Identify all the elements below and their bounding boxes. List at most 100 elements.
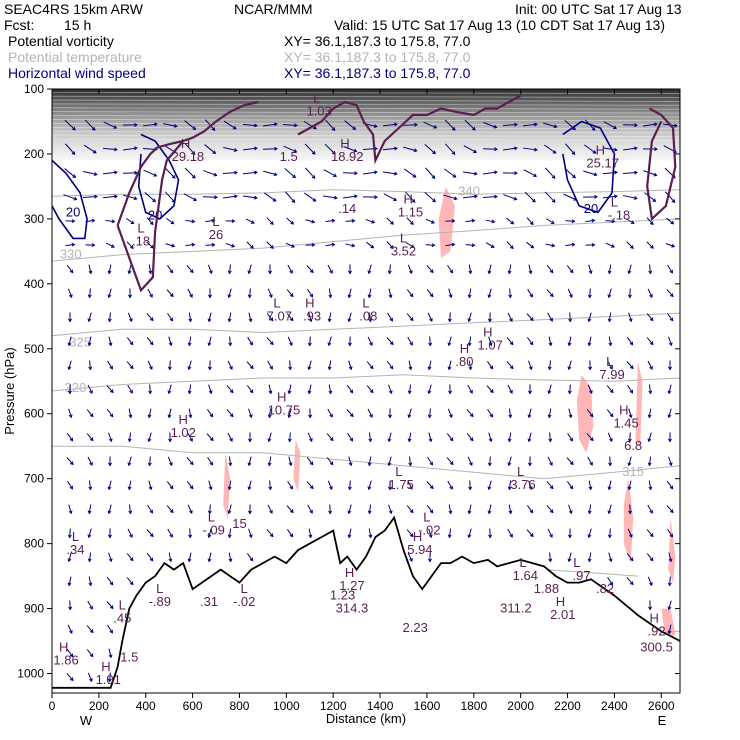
wind-arrow-head bbox=[269, 341, 274, 346]
wind-arrow bbox=[547, 528, 553, 538]
wind-arrow bbox=[625, 218, 635, 224]
wind-arrow bbox=[643, 123, 657, 127]
wind-arrow bbox=[345, 243, 355, 247]
field-annotation: -.18 bbox=[608, 208, 630, 223]
wind-arrow-head bbox=[354, 171, 358, 176]
wind-arrow-head bbox=[451, 151, 456, 155]
wind-arrow bbox=[427, 456, 433, 466]
wind-arrow-head bbox=[649, 294, 653, 298]
wind-arrow bbox=[527, 288, 533, 298]
wind-arrow bbox=[447, 480, 453, 490]
field-annotation: -.02 bbox=[418, 523, 440, 538]
wind-arrow-head bbox=[468, 366, 473, 371]
wind-arrow-head bbox=[413, 148, 418, 153]
wind-arrow bbox=[129, 504, 131, 514]
wind-arrow-head bbox=[534, 122, 538, 127]
wind-arrow bbox=[489, 456, 491, 466]
wind-arrow bbox=[102, 147, 118, 151]
wind-arrow bbox=[544, 167, 556, 179]
wind-arrow-head bbox=[627, 270, 632, 275]
wind-arrow bbox=[149, 456, 151, 466]
wind-arrow-head bbox=[147, 462, 152, 467]
field-annotation: -.09 bbox=[202, 523, 224, 538]
wind-arrow-head bbox=[552, 150, 557, 154]
wind-arrow-head bbox=[347, 294, 352, 299]
field-annotation: 300.5 bbox=[640, 640, 673, 655]
wind-arrow bbox=[564, 120, 576, 130]
wind-arrow-head bbox=[309, 509, 313, 514]
wind-arrow-head bbox=[671, 243, 676, 248]
wind-arrow-head bbox=[431, 220, 435, 224]
wind-arrow bbox=[103, 121, 117, 129]
wind-arrow bbox=[228, 552, 232, 562]
wind-arrow bbox=[346, 409, 354, 417]
wind-arrow-head bbox=[591, 218, 596, 223]
wind-arrow-head bbox=[129, 557, 134, 562]
wind-arrow-head bbox=[209, 413, 214, 418]
wind-arrow bbox=[543, 122, 557, 128]
wind-arrow bbox=[347, 432, 353, 442]
wind-arrow bbox=[102, 171, 118, 175]
wind-arrow bbox=[506, 337, 514, 345]
field-annotation: 1.45 bbox=[613, 415, 638, 430]
wind-arrow bbox=[569, 384, 571, 394]
wind-arrow-head bbox=[371, 219, 376, 224]
wind-arrow bbox=[448, 360, 452, 370]
wind-arrow bbox=[149, 384, 151, 394]
wind-arrow-head bbox=[352, 126, 357, 131]
wind-arrow-head bbox=[329, 269, 333, 274]
wind-arrow-head bbox=[449, 437, 454, 442]
wind-arrow-head bbox=[649, 317, 654, 322]
wind-arrow bbox=[128, 264, 132, 274]
wind-arrow bbox=[488, 480, 492, 490]
wind-arrow bbox=[229, 264, 231, 274]
wind-arrow-head bbox=[648, 270, 653, 275]
wind-arrow bbox=[666, 505, 674, 513]
field-annotation: 6.8 bbox=[624, 438, 642, 453]
wind-arrow bbox=[468, 288, 472, 298]
wind-arrow bbox=[86, 433, 94, 441]
wind-arrow bbox=[628, 312, 632, 322]
wind-arrow-head bbox=[551, 175, 556, 179]
wind-arrow-head bbox=[653, 172, 658, 177]
wind-arrow-head bbox=[647, 438, 652, 443]
field-annotation: H bbox=[460, 341, 469, 356]
wind-arrow bbox=[324, 143, 336, 155]
wind-arrow-head bbox=[89, 437, 94, 442]
x-tick-label: 1200 bbox=[320, 699, 347, 713]
wind-arrow bbox=[148, 432, 152, 442]
wind-arrow bbox=[228, 480, 232, 490]
wind-arrow bbox=[108, 264, 112, 274]
wind-arrow-head bbox=[207, 510, 212, 515]
wind-arrow-head bbox=[189, 461, 194, 466]
wind-arrow bbox=[248, 408, 252, 418]
wind-arrow bbox=[608, 504, 612, 514]
wind-arrow bbox=[367, 408, 373, 418]
theta-contour-label: 315 bbox=[622, 464, 644, 479]
wind-speed-label: 20 bbox=[66, 204, 80, 219]
wind-arrow-head bbox=[567, 558, 572, 563]
y-tick-label: 800 bbox=[24, 537, 44, 551]
wind-arrow bbox=[547, 312, 553, 322]
wind-arrow bbox=[586, 433, 594, 441]
wind-arrow bbox=[87, 672, 93, 682]
theta-contour bbox=[52, 374, 680, 392]
wind-arrow-head bbox=[89, 413, 94, 418]
wind-arrow bbox=[463, 145, 477, 153]
wind-arrow bbox=[647, 576, 653, 586]
wind-arrow-head bbox=[309, 461, 314, 466]
wind-arrow bbox=[386, 337, 394, 345]
wind-arrow bbox=[185, 219, 195, 223]
wind-arrow bbox=[285, 242, 295, 248]
field-annotation: 5.94 bbox=[407, 542, 432, 557]
field-annotation: L bbox=[212, 214, 219, 229]
wind-arrow-head bbox=[88, 678, 93, 683]
field-annotation: 3.76 bbox=[510, 477, 535, 492]
wind-arrow bbox=[126, 577, 134, 585]
wind-arrow-head bbox=[269, 510, 273, 514]
wind-arrow-head bbox=[549, 462, 553, 466]
wind-arrow-head bbox=[333, 195, 338, 200]
wind-arrow-head bbox=[528, 366, 533, 371]
wind-arrow bbox=[266, 217, 274, 225]
wind-arrow-head bbox=[109, 413, 114, 418]
